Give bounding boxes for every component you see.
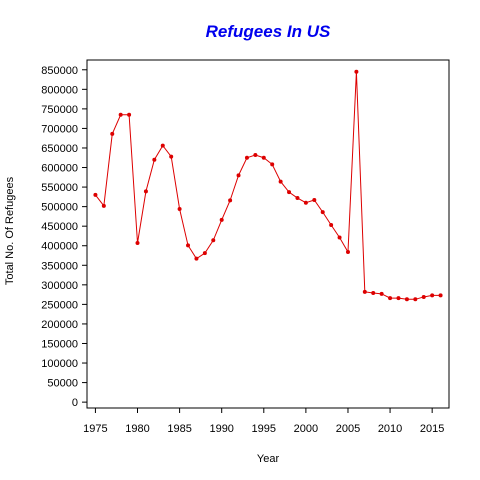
data-point bbox=[261, 155, 266, 160]
x-tick-label: 2000 bbox=[294, 423, 318, 435]
data-point bbox=[295, 196, 300, 201]
chart-title: Refugees In US bbox=[206, 22, 331, 41]
y-tick-label: 750000 bbox=[41, 104, 78, 116]
data-point bbox=[202, 251, 207, 256]
data-point bbox=[169, 154, 174, 159]
data-point bbox=[177, 206, 182, 211]
y-tick-label: 200000 bbox=[41, 319, 78, 331]
x-tick-label: 1975 bbox=[83, 423, 107, 435]
y-tick-label: 300000 bbox=[41, 280, 78, 292]
y-axis-label: Total No. Of Refugees bbox=[4, 176, 16, 285]
y-tick-label: 800000 bbox=[41, 84, 78, 96]
data-point bbox=[421, 294, 426, 299]
data-point bbox=[194, 256, 199, 261]
data-point bbox=[110, 131, 115, 136]
data-point bbox=[354, 69, 359, 74]
data-point bbox=[152, 157, 157, 162]
data-point bbox=[253, 153, 258, 158]
series-line bbox=[95, 71, 441, 300]
data-point bbox=[160, 143, 165, 148]
data-point bbox=[186, 243, 191, 248]
data-point bbox=[379, 291, 384, 296]
y-tick-label: 150000 bbox=[41, 338, 78, 350]
y-tick-label: 50000 bbox=[47, 378, 78, 390]
data-point bbox=[362, 289, 367, 294]
x-tick-label: 1980 bbox=[125, 423, 149, 435]
data-point bbox=[312, 197, 317, 202]
y-axis: 0 50000 100000 150000 200000 250000 300000 3500… bbox=[41, 65, 87, 409]
x-tick-label: 2015 bbox=[420, 423, 444, 435]
data-point bbox=[404, 297, 409, 302]
data-point bbox=[396, 296, 401, 301]
y-tick-label: 700000 bbox=[41, 123, 78, 135]
x-tick-label: 1995 bbox=[252, 423, 276, 435]
y-tick-label: 100000 bbox=[41, 358, 78, 370]
data-point bbox=[438, 293, 443, 298]
data-point bbox=[413, 297, 418, 302]
x-axis: 1975 1980 1985 1990 1995 2000 2005 2010 2015 bbox=[83, 408, 444, 435]
data-point bbox=[329, 223, 334, 228]
data-point bbox=[93, 192, 98, 197]
y-tick-label: 500000 bbox=[41, 202, 78, 214]
data-point bbox=[219, 217, 224, 222]
x-tick-label: 2005 bbox=[336, 423, 360, 435]
y-tick-label: 0 bbox=[72, 397, 78, 409]
plot-frame bbox=[86, 59, 450, 409]
data-point bbox=[345, 249, 350, 254]
data-point bbox=[320, 210, 325, 215]
data-point bbox=[127, 112, 132, 117]
x-tick-label: 2010 bbox=[378, 423, 402, 435]
x-tick-label: 1990 bbox=[209, 423, 233, 435]
y-tick-label: 600000 bbox=[41, 163, 78, 175]
data-point bbox=[211, 238, 216, 243]
data-point bbox=[101, 203, 106, 208]
data-point bbox=[270, 162, 275, 167]
data-point bbox=[337, 235, 342, 240]
x-tick-label: 1985 bbox=[167, 423, 191, 435]
y-tick-label: 450000 bbox=[41, 221, 78, 233]
x-axis-label: Year bbox=[257, 453, 280, 465]
y-tick-label: 350000 bbox=[41, 260, 78, 272]
y-tick-label: 250000 bbox=[41, 299, 78, 311]
series-layer bbox=[93, 69, 443, 302]
data-point bbox=[244, 155, 249, 160]
data-point bbox=[135, 240, 140, 245]
y-tick-label: 650000 bbox=[41, 143, 78, 155]
data-point bbox=[236, 173, 241, 178]
data-point bbox=[303, 200, 308, 205]
y-tick-label: 550000 bbox=[41, 182, 78, 194]
data-point bbox=[388, 296, 393, 301]
data-point bbox=[228, 198, 233, 203]
data-point bbox=[371, 291, 376, 296]
data-point bbox=[143, 189, 148, 194]
y-tick-label: 400000 bbox=[41, 241, 78, 253]
data-point bbox=[287, 190, 292, 195]
y-tick-label: 850000 bbox=[41, 65, 78, 77]
data-point bbox=[430, 293, 435, 298]
data-point bbox=[278, 179, 283, 184]
data-point bbox=[118, 112, 123, 117]
